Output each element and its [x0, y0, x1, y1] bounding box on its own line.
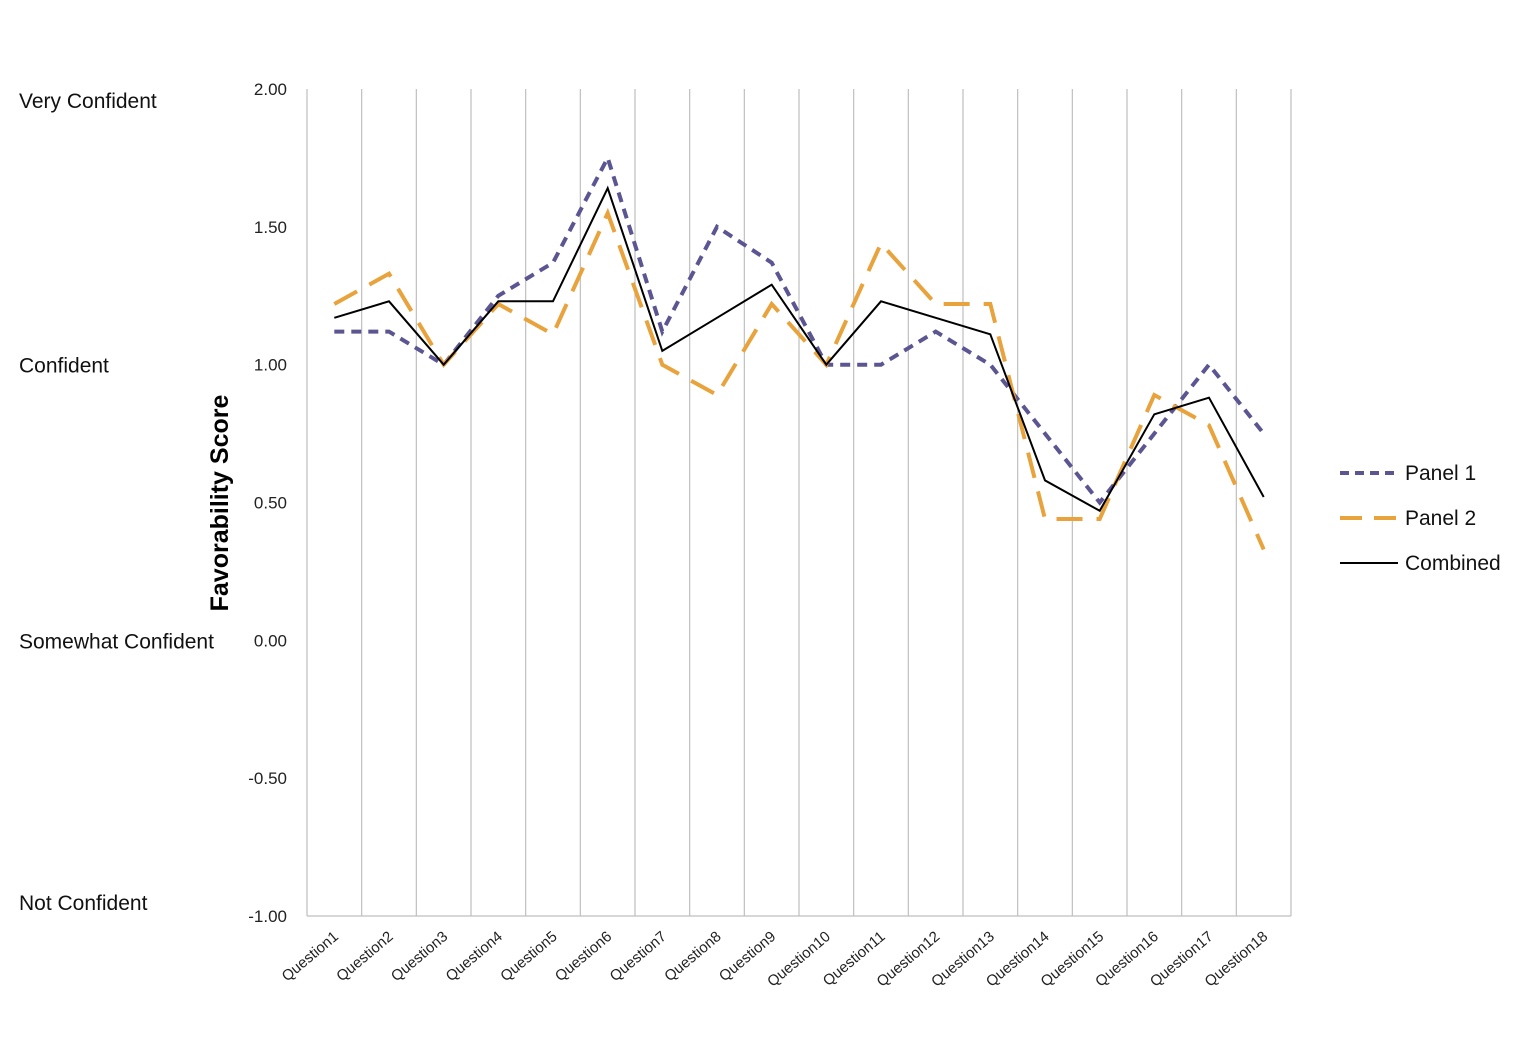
series-lines — [333, 152, 1266, 551]
confidence-label: Confident — [19, 355, 109, 378]
confidence-label: Somewhat Confident — [19, 630, 214, 653]
series-line-panel-1 — [334, 152, 1266, 506]
confidence-label: Very Confident — [19, 90, 157, 113]
y-tick-label: 0.00 — [254, 631, 287, 650]
confidence-label: Not Confident — [19, 892, 148, 915]
y-tick-label: -0.50 — [248, 769, 287, 788]
legend: Panel 1 Panel 2 Combined — [1340, 462, 1501, 575]
legend-label: Panel 1 — [1405, 462, 1476, 485]
legend-label: Combined — [1405, 552, 1501, 575]
series-line-panel-2 — [333, 207, 1266, 551]
axes — [306, 89, 1291, 917]
legend-label: Panel 2 — [1405, 507, 1476, 530]
confidence-labels: Very Confident Confident Somewhat Confiden… — [19, 90, 214, 915]
y-tick-label: 0.50 — [254, 494, 287, 513]
y-tick-label: -1.00 — [248, 907, 287, 926]
y-axis-title: Favorability Score — [206, 395, 234, 612]
y-tick-label: 1.50 — [254, 218, 287, 237]
y-tick-label: 2.00 — [254, 80, 287, 99]
y-tick-label: 1.00 — [254, 356, 287, 375]
series-line-combined — [334, 185, 1265, 513]
vertical-gridlines — [361, 89, 1292, 916]
y-tick-labels: 2.00 1.50 1.00 0.50 0.00 -0.50 -1.00 — [248, 80, 287, 926]
